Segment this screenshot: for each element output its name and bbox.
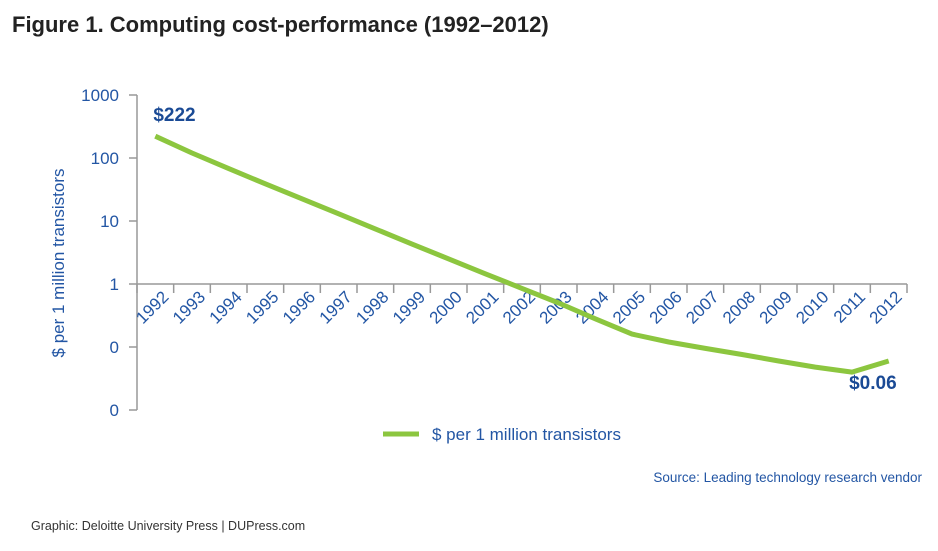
x-tick-label: 2005 bbox=[609, 287, 649, 327]
x-tick-label: 2001 bbox=[462, 287, 502, 327]
y-tick-label: 0 bbox=[110, 401, 119, 420]
legend-label: $ per 1 million transistors bbox=[432, 425, 621, 444]
footer-credit: Graphic: Deloitte University Press | DUP… bbox=[31, 519, 306, 533]
figure-title: Figure 1. Computing cost-performance (19… bbox=[12, 12, 549, 37]
x-tick-label: 1993 bbox=[169, 287, 209, 327]
x-tick-label: 1997 bbox=[316, 287, 356, 327]
axes bbox=[136, 95, 907, 410]
annotation-end-value: $0.06 bbox=[849, 373, 897, 394]
y-tick-label: 100 bbox=[91, 149, 119, 168]
x-tick-label: 1996 bbox=[279, 287, 319, 327]
x-tick-label: 1995 bbox=[242, 287, 282, 327]
source-note: Source: Leading technology research vend… bbox=[653, 470, 922, 485]
x-tick-label: 2008 bbox=[719, 287, 759, 327]
x-tick-label: 1998 bbox=[352, 287, 392, 327]
x-tick-label: 2000 bbox=[426, 287, 466, 327]
annotations: $222 $0.06 bbox=[153, 105, 896, 394]
y-tick-label: 1000 bbox=[81, 86, 119, 105]
series bbox=[154, 133, 890, 375]
x-tick-label: 1999 bbox=[389, 287, 429, 327]
x-tick-label: 2012 bbox=[866, 287, 906, 327]
x-tick-label: 1994 bbox=[206, 287, 246, 327]
x-tick-label: 2006 bbox=[646, 287, 686, 327]
x-tick-label: 2009 bbox=[756, 287, 796, 327]
y-axis-label: $ per 1 million transistors bbox=[49, 169, 68, 358]
y-tick-label: 1 bbox=[110, 275, 119, 294]
x-tick-label: 2007 bbox=[682, 287, 722, 327]
x-tick-label: 2010 bbox=[792, 287, 832, 327]
series-line bbox=[154, 133, 890, 375]
x-tick-label: 1992 bbox=[132, 287, 172, 327]
y-tick-label: 0 bbox=[110, 338, 119, 357]
x-tick-label: 2011 bbox=[830, 287, 869, 326]
x-ticks: 1992199319941995199619971998199920002001… bbox=[132, 284, 908, 328]
y-tick-label: 10 bbox=[100, 212, 119, 231]
legend: $ per 1 million transistors bbox=[383, 425, 621, 444]
annotation-start-value: $222 bbox=[153, 105, 195, 126]
